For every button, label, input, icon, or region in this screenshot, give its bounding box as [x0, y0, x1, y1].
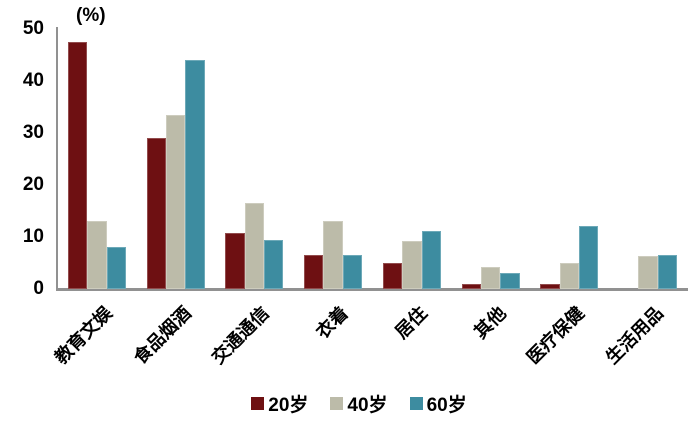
legend-label: 20岁 — [268, 395, 309, 416]
y-axis-line — [56, 27, 58, 291]
plot-area — [57, 29, 690, 289]
bar-group-6 — [461, 266, 520, 289]
bar-20岁-其他 — [461, 283, 481, 289]
x-axis-label: 医疗保健 — [523, 302, 589, 368]
x-axis-labels: 教育文娱 食品烟酒 交通通信 衣着 居住 其他 医疗保健 生活用品 — [51, 292, 690, 392]
bar-20岁-交通通信 — [225, 233, 245, 289]
legend-label: 40岁 — [347, 395, 388, 416]
bar-20岁-医疗保健 — [540, 283, 560, 289]
bar-20岁-食品烟酒 — [146, 138, 167, 289]
bar-group-4 — [304, 221, 363, 289]
y-tick-label: 0 — [33, 278, 44, 299]
bar-60岁-食品烟酒 — [185, 60, 205, 289]
y-tick-label: 10 — [22, 226, 44, 247]
y-axis-ticks: 0 10 20 30 40 50 — [0, 0, 44, 300]
bar-group-7 — [540, 225, 599, 289]
bar-40岁-居住 — [402, 240, 422, 289]
bar-60岁-医疗保健 — [578, 225, 599, 289]
bar-group-1 — [68, 42, 126, 289]
legend-item-20岁: 20岁 — [251, 390, 308, 417]
bar-20岁-衣着 — [304, 255, 324, 289]
y-tick-label: 30 — [22, 122, 44, 143]
legend: 20岁 40岁 60岁 — [0, 390, 700, 417]
bar-60岁-交通通信 — [264, 239, 284, 289]
y-tick-label: 50 — [22, 18, 44, 39]
x-axis-label: 食品烟酒 — [129, 302, 195, 368]
bar-40岁-教育文娱 — [87, 221, 107, 289]
x-axis-label: 其他 — [469, 302, 510, 343]
x-axis-label: 居住 — [391, 302, 431, 343]
bar-group-2 — [146, 60, 205, 289]
legend-swatch-icon — [251, 397, 265, 410]
bar-group-5 — [382, 230, 441, 289]
legend-swatch-icon — [330, 397, 344, 410]
bar-60岁-其他 — [500, 273, 520, 289]
x-axis-label: 生活用品 — [601, 302, 667, 368]
bar-40岁-食品烟酒 — [166, 114, 186, 289]
y-axis-unit-label: (%) — [76, 5, 106, 26]
legend-swatch-icon — [409, 397, 423, 410]
bar-60岁-生活用品 — [657, 254, 677, 289]
bar-40岁-交通通信 — [244, 203, 265, 289]
bar-40岁-其他 — [480, 266, 501, 289]
bar-60岁-衣着 — [342, 255, 363, 289]
bar-20岁-居住 — [382, 263, 403, 289]
x-axis-label: 教育文娱 — [50, 302, 116, 368]
bar-group-3 — [225, 203, 284, 289]
legend-label: 60岁 — [426, 395, 467, 416]
bar-40岁-医疗保健 — [559, 263, 579, 289]
x-axis-label: 衣着 — [312, 302, 353, 343]
y-tick-label: 40 — [22, 70, 44, 91]
bar-40岁-生活用品 — [638, 256, 658, 289]
bar-60岁-教育文娱 — [106, 247, 126, 289]
legend-item-40岁: 40岁 — [330, 390, 388, 417]
bar-60岁-居住 — [421, 230, 441, 289]
bar-group-8 — [619, 254, 677, 289]
x-axis-label: 交通通信 — [208, 302, 274, 368]
y-tick-label: 20 — [22, 174, 44, 195]
x-axis-line — [56, 288, 688, 291]
bar-20岁-教育文娱 — [68, 42, 88, 289]
bar-40岁-衣着 — [323, 221, 343, 289]
legend-item-60岁: 60岁 — [409, 390, 467, 417]
